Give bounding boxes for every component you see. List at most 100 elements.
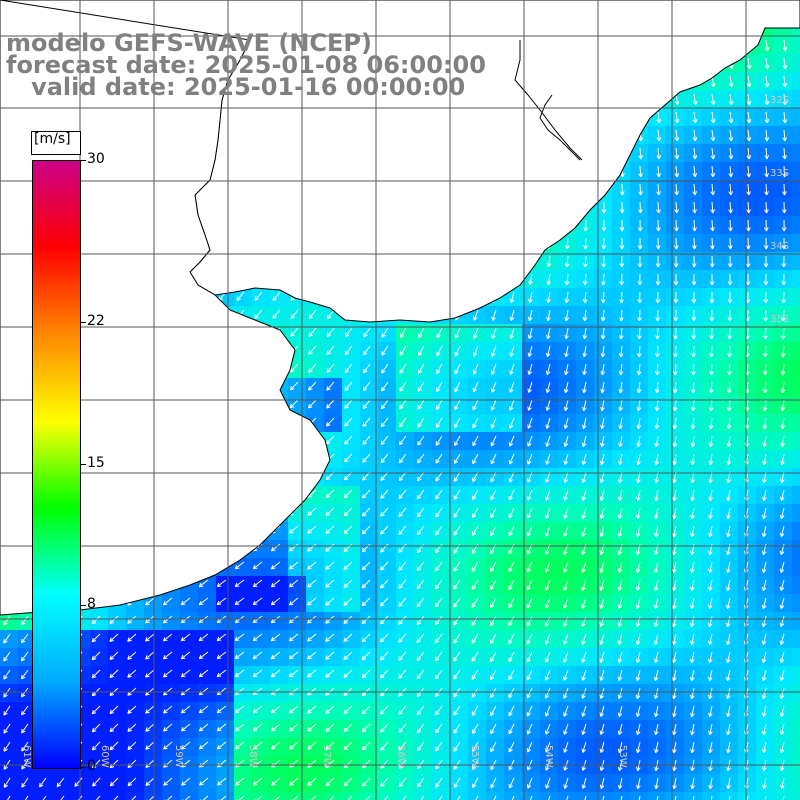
wind-speed-cell <box>198 738 217 757</box>
wind-speed-cell <box>738 126 757 145</box>
wind-speed-cell <box>612 630 631 649</box>
wind-speed-cell <box>324 558 343 577</box>
wind-speed-cell <box>774 540 793 559</box>
wind-speed-cell <box>522 288 541 307</box>
wind-speed-cell <box>738 648 757 667</box>
wind-speed-cell <box>396 612 415 631</box>
wind-speed-cell <box>450 594 469 613</box>
wind-speed-cell <box>774 108 793 127</box>
wind-speed-cell <box>594 738 613 757</box>
wind-speed-cell <box>504 648 523 667</box>
wind-speed-cell <box>684 594 703 613</box>
wind-speed-cell <box>666 720 685 739</box>
wind-speed-cell <box>414 558 433 577</box>
wind-speed-cell <box>792 396 800 415</box>
colorbar-tick-mark <box>80 160 86 161</box>
wind-speed-cell <box>684 234 703 253</box>
longitude-label: 55W <box>469 745 480 768</box>
wind-speed-cell <box>342 360 361 379</box>
wind-speed-cell <box>126 666 145 685</box>
wind-speed-cell <box>666 126 685 145</box>
wind-speed-cell <box>450 738 469 757</box>
wind-speed-cell <box>90 666 109 685</box>
wind-speed-cell <box>792 108 800 127</box>
wind-speed-cell <box>702 216 721 235</box>
wind-speed-cell <box>558 594 577 613</box>
wind-speed-cell <box>702 594 721 613</box>
wind-speed-cell <box>774 126 793 145</box>
wind-speed-cell <box>90 648 109 667</box>
wind-speed-cell <box>522 558 541 577</box>
wind-speed-cell <box>216 774 235 793</box>
wind-speed-cell <box>216 648 235 667</box>
wind-speed-cell <box>468 702 487 721</box>
wind-speed-cell <box>792 252 800 271</box>
wind-speed-cell <box>684 666 703 685</box>
wind-speed-cell <box>450 504 469 523</box>
wind-speed-cell <box>594 630 613 649</box>
wind-speed-cell <box>504 630 523 649</box>
wind-speed-cell <box>612 720 631 739</box>
wind-speed-cell <box>252 684 271 703</box>
wind-speed-cell <box>630 450 649 469</box>
wind-speed-cell <box>162 594 181 613</box>
latitude-label: 33S <box>770 168 789 179</box>
wind-speed-cell <box>774 522 793 541</box>
wind-speed-cell <box>432 720 451 739</box>
wind-speed-cell <box>576 720 595 739</box>
wind-speed-cell <box>180 648 199 667</box>
wind-speed-cell <box>396 432 415 451</box>
wind-speed-cell <box>126 630 145 649</box>
wind-speed-cell <box>396 378 415 397</box>
wind-speed-cell <box>486 702 505 721</box>
wind-speed-cell <box>306 324 325 343</box>
wind-speed-cell <box>126 702 145 721</box>
wind-speed-cell <box>522 468 541 487</box>
wind-speed-cell <box>540 648 559 667</box>
wind-speed-cell <box>396 360 415 379</box>
wind-speed-cell <box>396 774 415 793</box>
wind-speed-cell <box>684 270 703 289</box>
wind-speed-cell <box>360 558 379 577</box>
wind-speed-cell <box>666 648 685 667</box>
wind-speed-cell <box>486 648 505 667</box>
wind-speed-cell <box>720 90 739 109</box>
wind-speed-cell <box>126 720 145 739</box>
wind-speed-cell <box>612 468 631 487</box>
wind-speed-cell <box>594 576 613 595</box>
wind-speed-cell <box>324 702 343 721</box>
wind-speed-cell <box>270 630 289 649</box>
wind-speed-cell <box>378 486 397 505</box>
wind-speed-cell <box>540 378 559 397</box>
wind-speed-cell <box>522 576 541 595</box>
wind-speed-cell <box>576 504 595 523</box>
wind-speed-cell <box>414 504 433 523</box>
wind-speed-cell <box>18 774 37 793</box>
wind-speed-cell <box>198 576 217 595</box>
wind-speed-cell <box>702 180 721 199</box>
wind-speed-cell <box>630 774 649 793</box>
wind-speed-cell <box>612 540 631 559</box>
wind-speed-cell <box>414 414 433 433</box>
wind-speed-cell <box>738 522 757 541</box>
longitude-label: 56W <box>395 745 406 768</box>
wind-speed-cell <box>180 774 199 793</box>
wind-speed-cell <box>270 666 289 685</box>
wind-speed-cell <box>594 648 613 667</box>
wind-speed-cell <box>666 594 685 613</box>
wind-speed-cell <box>306 648 325 667</box>
wind-speed-cell <box>486 594 505 613</box>
wind-speed-cell <box>432 450 451 469</box>
wind-speed-cell <box>720 486 739 505</box>
wind-speed-cell <box>450 432 469 451</box>
wind-speed-cell <box>126 738 145 757</box>
wind-speed-cell <box>270 648 289 667</box>
wind-speed-cell <box>684 504 703 523</box>
wind-speed-cell <box>756 144 775 163</box>
wind-speed-cell <box>684 252 703 271</box>
wind-speed-cell <box>648 522 667 541</box>
wind-speed-cell <box>612 684 631 703</box>
wind-speed-cell <box>684 576 703 595</box>
wind-speed-cell <box>702 162 721 181</box>
wind-speed-cell <box>234 648 253 667</box>
